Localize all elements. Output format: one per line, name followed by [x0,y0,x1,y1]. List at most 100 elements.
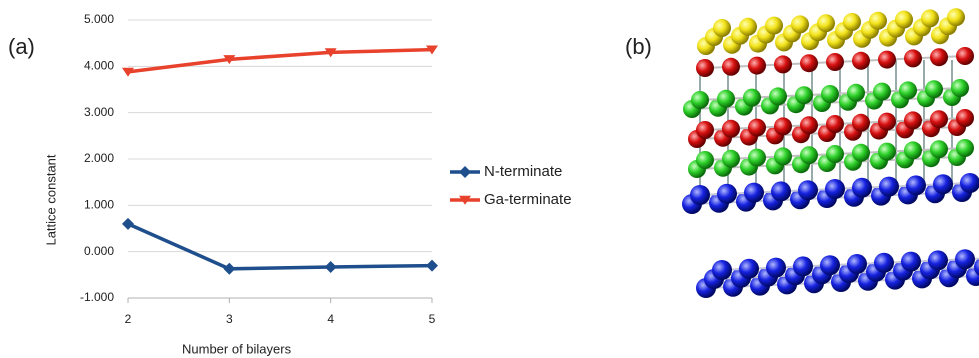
panel-label: (a) [8,34,35,59]
atom [722,58,740,76]
y-tick-label: 2.000 [84,151,114,165]
legend-label: Ga-terminate [484,191,572,208]
atom [713,19,731,37]
atom [904,141,922,159]
atom [791,15,809,33]
atom [899,81,917,99]
atom [739,259,759,279]
atom [712,260,732,280]
x-tick-label: 4 [327,312,334,326]
atom [691,91,709,109]
atom [774,117,792,135]
atom [826,115,844,133]
y-tick-label: -1.000 [80,290,114,304]
atom [895,11,913,29]
atom [843,13,861,31]
atom [821,85,839,103]
atom [921,9,939,27]
atom [879,177,899,197]
atom [774,147,792,165]
atom [847,84,865,102]
legend-label: N-terminate [484,163,562,180]
figure: (a) (b) Number of bilayers Lattice const… [0,0,979,358]
atom [690,185,710,205]
atom [928,250,948,270]
x-tick-label: 5 [429,312,436,326]
atom [766,258,786,278]
atom [748,119,766,137]
marker [459,166,471,178]
atom [696,121,714,139]
atom [878,143,896,161]
atom [852,52,870,70]
atom [765,17,783,35]
atom [696,151,714,169]
atom [774,55,792,73]
atom [717,184,737,204]
atom [717,90,735,108]
atom [793,256,813,276]
atom [869,12,887,30]
atom [826,145,844,163]
atom [955,249,975,269]
atom [930,48,948,66]
atom [739,18,757,36]
series-line [128,224,432,269]
atom [722,150,740,168]
atom [798,180,818,200]
atom [874,253,894,273]
x-axis-label: Number of bilayers [182,341,292,356]
atom [800,146,818,164]
y-tick-label: 0.000 [84,244,114,258]
atom [930,110,948,128]
atom [956,139,974,157]
atom [852,178,872,198]
atom [795,86,813,104]
atom [771,181,791,201]
atom [852,144,870,162]
marker [122,218,134,230]
atom [925,80,943,98]
atom [748,57,766,75]
panel-label: (b) [625,34,652,59]
x-tick-label: 2 [125,312,132,326]
atom [906,175,926,195]
atom [800,116,818,134]
x-tick-label: 3 [226,312,233,326]
y-axis-label: Lattice constant [43,154,58,245]
atom [825,179,845,199]
y-tick-label: 3.000 [84,105,114,119]
atom [696,59,714,77]
atom [800,54,818,72]
atom [722,120,740,138]
atom [904,111,922,129]
atom [878,113,896,131]
atom [933,174,953,194]
atom [956,47,974,65]
atom [817,14,835,32]
marker [426,260,438,272]
atom [956,109,974,127]
atom [744,183,764,203]
y-tick-label: 5.000 [84,12,114,26]
atom [873,83,891,101]
atom [748,149,766,167]
atom [769,87,787,105]
marker [325,261,337,273]
atom [820,255,840,275]
series-line [128,50,432,72]
atom [852,114,870,132]
atom [878,51,896,69]
y-tick-label: 4.000 [84,59,114,73]
atom [930,140,948,158]
atom [904,49,922,67]
atom [951,79,969,97]
atom [847,254,867,274]
atom [947,8,965,26]
structure-image [682,8,979,298]
atom [743,89,761,107]
atom [901,252,921,272]
y-tick-label: 1.000 [84,198,114,212]
marker [223,263,235,275]
atom [826,53,844,71]
